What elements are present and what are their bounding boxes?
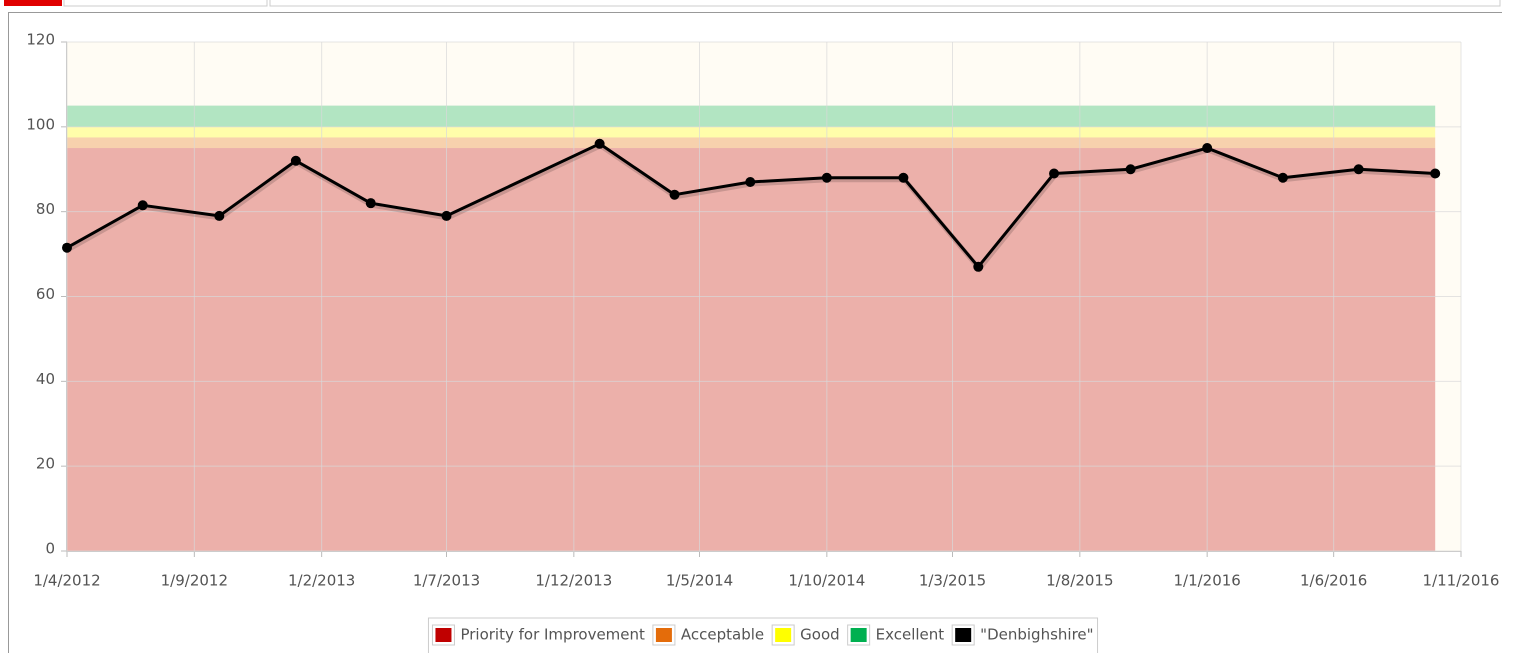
y-tick-label: 60 <box>36 285 55 303</box>
x-tick-label: 1/6/2016 <box>1300 572 1367 590</box>
x-tick-label: 1/11/2016 <box>1423 572 1500 590</box>
data-point <box>898 172 909 183</box>
data-point <box>821 172 832 183</box>
legend-label: Acceptable <box>681 626 764 644</box>
x-tick-label: 1/2/2013 <box>288 572 355 590</box>
data-point <box>137 200 148 211</box>
data-point <box>290 155 301 166</box>
data-point <box>365 198 376 209</box>
data-point <box>214 210 225 221</box>
x-tick-label: 1/7/2013 <box>413 572 480 590</box>
legend-swatch <box>775 628 792 642</box>
y-tick-label: 0 <box>45 540 55 558</box>
x-tick-label: 1/10/2014 <box>788 572 865 590</box>
band <box>67 137 1436 149</box>
legend-swatch <box>655 628 672 642</box>
x-tick-label: 1/5/2014 <box>666 572 733 590</box>
y-tick-label: 100 <box>26 115 55 133</box>
data-point <box>973 261 984 272</box>
top-input[interactable] <box>269 0 1501 7</box>
x-tick-label: 1/9/2012 <box>161 572 228 590</box>
legend-box <box>427 617 1099 653</box>
y-tick-label: 20 <box>36 455 55 473</box>
legend-swatch <box>955 628 972 642</box>
y-tick-label: 120 <box>26 31 55 49</box>
data-point <box>1202 143 1213 154</box>
top-input[interactable] <box>63 0 268 7</box>
data-point <box>441 210 452 221</box>
top-tab[interactable] <box>4 0 62 6</box>
data-point <box>62 242 72 253</box>
data-point <box>669 189 680 200</box>
legend-label: Good <box>800 626 840 644</box>
legend-swatch <box>435 628 452 642</box>
legend-swatch <box>850 628 867 642</box>
data-point <box>594 138 605 149</box>
data-point <box>1430 168 1441 179</box>
band <box>67 105 1436 127</box>
legend-label: "Denbighshire" <box>980 626 1093 644</box>
legend: Priority for Improvement Acceptable Good Ex… <box>427 617 1099 653</box>
series-line <box>66 142 1436 269</box>
x-tick-label: 1/12/2013 <box>535 572 612 590</box>
data-point <box>1125 164 1136 175</box>
data-point <box>1049 168 1060 179</box>
x-tick-label: 1/3/2015 <box>919 572 986 590</box>
legend-label: Excellent <box>876 626 945 644</box>
y-tick-label: 80 <box>36 200 55 218</box>
data-point <box>1353 164 1364 175</box>
band <box>67 148 1436 551</box>
data-point <box>745 176 756 187</box>
legend-label: Priority for Improvement <box>460 626 645 644</box>
y-tick-label: 40 <box>36 370 55 388</box>
x-tick-label: 1/1/2016 <box>1173 572 1240 590</box>
x-tick-label: 1/4/2012 <box>33 572 100 590</box>
x-tick-label: 1/8/2015 <box>1046 572 1113 590</box>
band <box>67 126 1436 138</box>
data-point <box>1277 172 1288 183</box>
